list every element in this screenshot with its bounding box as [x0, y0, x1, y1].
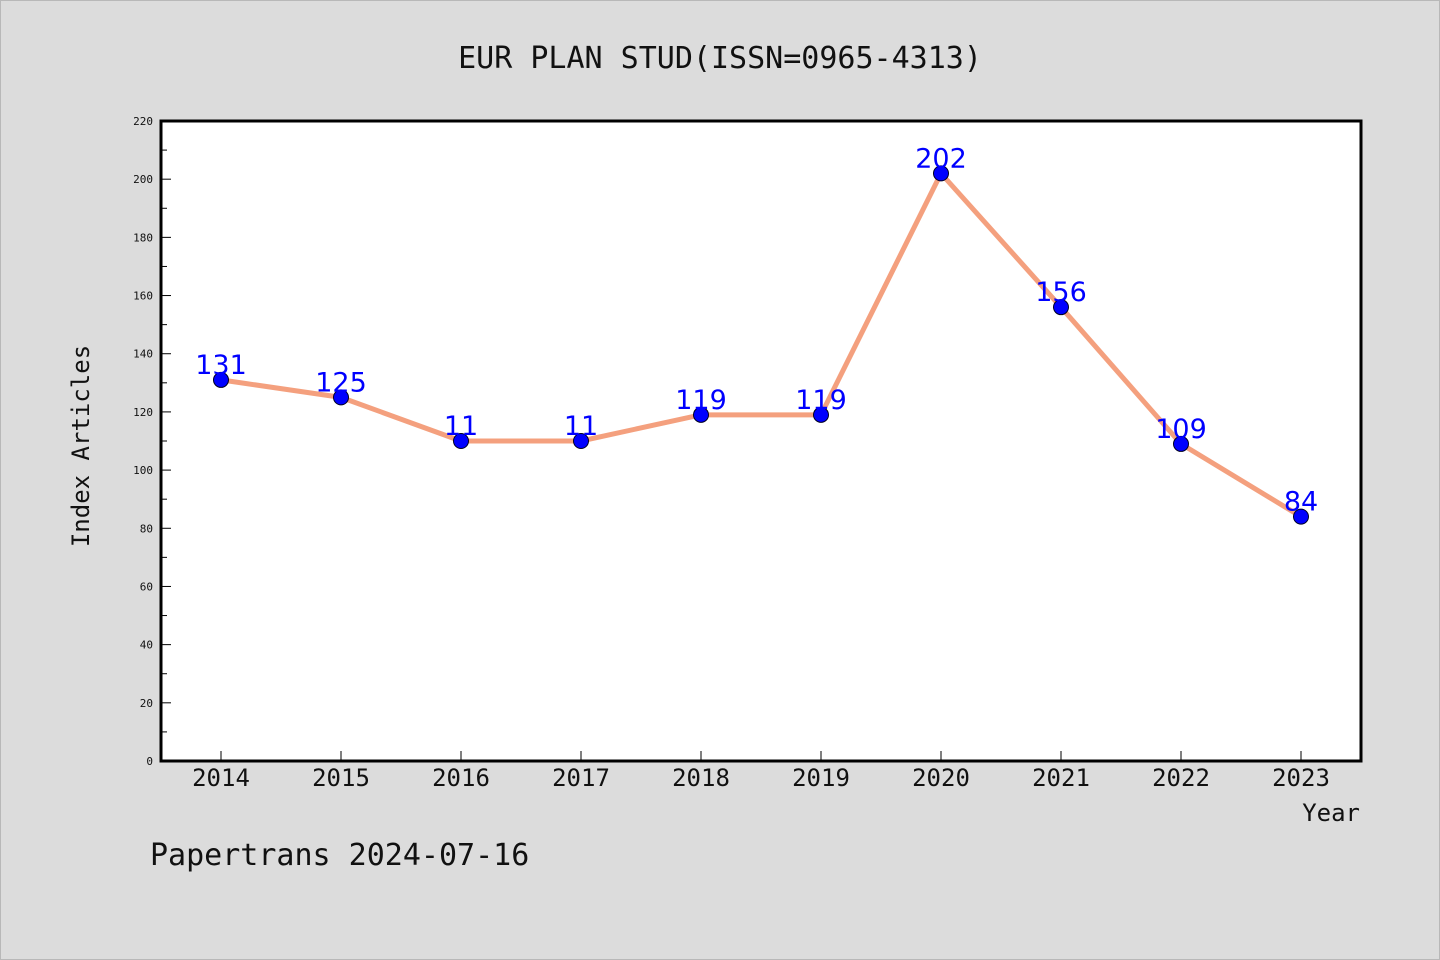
data-point-marker	[453, 433, 469, 449]
data-point-marker	[213, 371, 229, 388]
y-axis: 0 20 40 60 80 100 120 140 160 180 200 220	[133, 115, 171, 768]
data-point-label: 119	[675, 385, 727, 416]
series-line-group	[218, 170, 1304, 520]
data-label-group: 131 125 11 11 119 119 202 156 109 84	[195, 143, 1318, 517]
series-line	[218, 170, 1304, 520]
y-tick-label: 220	[133, 115, 153, 128]
x-tick-label: 2019	[792, 764, 850, 792]
data-point-marker	[693, 406, 709, 423]
x-tick-label: 2016	[432, 764, 490, 792]
marker-group	[213, 165, 1309, 525]
x-axis-label: Year	[1302, 799, 1360, 827]
data-point-label: 125	[315, 367, 367, 398]
y-tick-label: 200	[133, 173, 153, 186]
data-point-label: 202	[915, 143, 967, 174]
y-tick-label: 40	[140, 639, 153, 652]
y-tick-label: 0	[146, 755, 153, 768]
data-point-marker	[333, 389, 349, 406]
data-point-label: 119	[795, 385, 847, 416]
x-tick-label: 2017	[552, 764, 610, 792]
x-tick-label: 2020	[912, 764, 970, 792]
x-axis: 2014 2015 2016 2017 2018 2019 2020 2021 2022 2023	[192, 751, 1330, 792]
data-point-label: 11	[564, 411, 598, 442]
x-tick-label: 2014	[192, 764, 250, 792]
data-point-label: 156	[1035, 277, 1087, 308]
data-point-marker	[573, 433, 589, 449]
y-tick-label: 140	[133, 348, 153, 361]
plot-area	[159, 119, 1363, 763]
y-tick-label: 180	[133, 231, 153, 244]
data-point-marker	[1173, 435, 1189, 452]
data-point-marker	[813, 406, 829, 423]
data-point-marker	[1053, 299, 1069, 316]
y-tick-label: 20	[140, 697, 153, 710]
data-point-label: 131	[195, 350, 247, 381]
x-tick-label: 2018	[672, 764, 730, 792]
x-tick-label: 2021	[1032, 764, 1090, 792]
data-point-label: 84	[1284, 487, 1318, 518]
y-axis-label: Index Articles	[67, 345, 95, 547]
data-point-marker	[1293, 508, 1309, 525]
y-tick-label: 160	[133, 290, 153, 303]
y-tick-label: 120	[133, 406, 153, 419]
footer-credit: Papertrans 2024-07-16	[150, 838, 529, 873]
y-tick-label: 80	[140, 522, 153, 535]
data-point-marker	[933, 165, 949, 182]
y-tick-label: 60	[140, 580, 153, 593]
x-tick-label: 2023	[1272, 764, 1330, 792]
y-tick-label: 100	[133, 464, 153, 477]
data-point-label: 109	[1155, 414, 1207, 445]
x-tick-label: 2022	[1152, 764, 1210, 792]
data-point-label: 11	[444, 411, 478, 442]
chart-title: EUR PLAN STUD(ISSN=0965-4313)	[458, 41, 982, 76]
x-tick-label: 2015	[312, 764, 370, 792]
